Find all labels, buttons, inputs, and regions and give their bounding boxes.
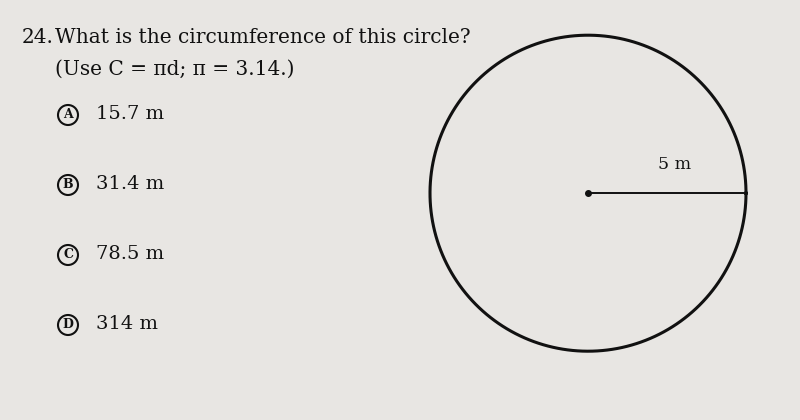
Text: A: A	[63, 108, 73, 121]
Text: (Use C = πd; π = 3.14.): (Use C = πd; π = 3.14.)	[55, 60, 294, 79]
Text: 15.7 m: 15.7 m	[96, 105, 164, 123]
Text: 31.4 m: 31.4 m	[96, 175, 164, 193]
Text: C: C	[63, 249, 73, 262]
Text: 24.: 24.	[22, 28, 54, 47]
Text: B: B	[62, 178, 74, 192]
Text: 78.5 m: 78.5 m	[96, 245, 164, 263]
Text: D: D	[62, 318, 74, 331]
Text: 314 m: 314 m	[96, 315, 158, 333]
Text: What is the circumference of this circle?: What is the circumference of this circle…	[55, 28, 470, 47]
Text: 5 m: 5 m	[658, 156, 691, 173]
